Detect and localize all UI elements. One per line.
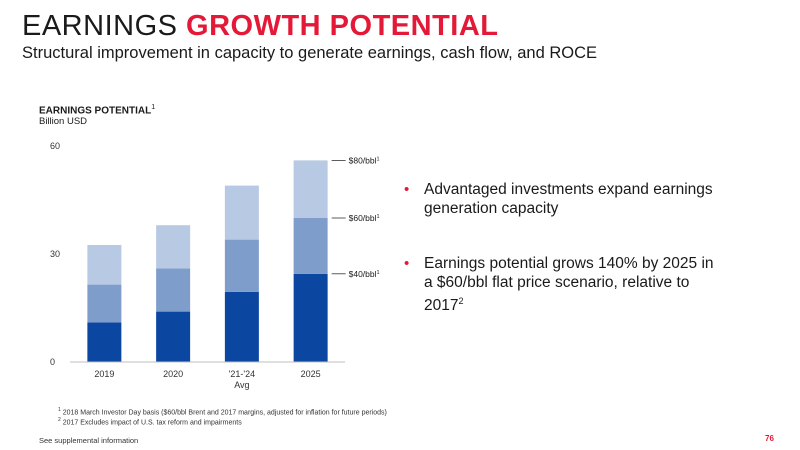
bar-segment [87,284,122,323]
chart-title-footnote: 1 [151,104,156,111]
bar-segment [156,311,191,362]
series-label: $40/bbl1 [349,269,380,279]
page-subtitle: Structural improvement in capacity to ge… [22,44,598,62]
x-tick-label: 2020 [163,369,183,379]
series-label-footnote: 1 [377,156,380,162]
bullet-item: • Earnings potential grows 140% by 2025 i… [404,254,714,315]
footnote-number: 2 [58,417,61,423]
chart-title: EARNINGS POTENTIAL1 [39,104,155,116]
x-tick-label: 2025 [301,369,321,379]
bullet-dot-icon: • [404,181,410,198]
bullet-text: Advantaged investments expand earnings g… [424,181,713,217]
page-title: EARNINGS GROWTH POTENTIAL [22,10,499,43]
series-label-footnote: 1 [377,270,380,276]
bar-segment [224,239,259,292]
chart-title-text: EARNINGS POTENTIAL [39,105,152,117]
bullet-footnote: 2 [458,296,464,306]
bar-segment [224,185,259,240]
series-label: $60/bbl1 [349,213,380,223]
bullet-dot-icon: • [404,255,410,272]
footnote: 2 2017 Excludes impact of U.S. tax refor… [58,417,242,426]
bar-segment [156,268,191,312]
series-label: $80/bbl1 [349,155,380,165]
bullet-list: • Advantaged investments expand earnings … [404,180,714,315]
x-tick-label: 2019 [94,369,114,379]
bar-segment [293,218,328,274]
x-tick-label: '21-'24 [229,369,255,379]
bar-segment [293,160,328,218]
y-axis-ticks: 0 30 60 [50,141,60,367]
bar-segment [224,291,259,362]
page-title-accent: GROWTH POTENTIAL [186,10,499,42]
supplemental-note: See supplemental information [39,436,139,445]
x-tick-sublabel: Avg [234,380,249,390]
chart-unit-label: Billion USD [39,116,88,127]
y-tick-label: 30 [50,249,60,259]
page-title-plain: EARNINGS [22,10,187,42]
bar-segment [87,245,122,285]
page-number: 76 [765,434,774,443]
y-tick-label: 0 [50,357,55,367]
footnote-text: 2017 Excludes impact of U.S. tax reform … [62,419,242,427]
bullet-text: Earnings potential grows 140% by 2025 in… [424,255,714,315]
stacked-bars [87,160,328,362]
series-labels: $40/bbl1 $60/bbl1 $80/bbl1 [331,155,380,279]
bullet-item: • Advantaged investments expand earnings … [404,180,714,218]
footnote: 1 2018 March Investor Day basis ($60/bbl… [58,407,387,416]
bar-segment [87,322,122,362]
bar-segment [293,273,328,362]
footnote-number: 1 [58,407,61,413]
series-label-footnote: 1 [377,214,380,220]
footnote-text: 2018 March Investor Day basis ($60/bbl B… [62,409,387,417]
bar-segment [156,225,191,269]
y-tick-label: 60 [50,141,60,151]
